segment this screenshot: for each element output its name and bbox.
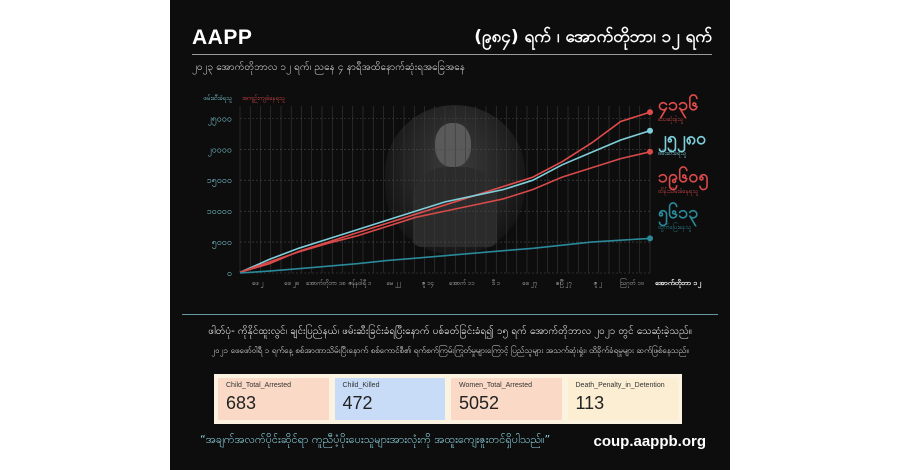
y-tick-label: ၁၀၀၀၀ <box>207 207 232 217</box>
brand-logo: AAPP <box>192 26 253 49</box>
x-tick-label: ဧပြီ ၂၇ <box>556 278 572 288</box>
series-end-marker <box>647 235 653 242</box>
x-tick-label: အောက် ၁၁ <box>449 279 475 287</box>
stat-label: Child_Killed <box>342 382 380 389</box>
y-tick-label: ၂၀၀၀၀ <box>207 145 232 156</box>
stat-women-arrested: Women_Total_Arrested 5052 <box>451 378 562 420</box>
x-tick-label: ဖေ ၂ <box>252 280 264 288</box>
series-name-label: ထွက်ပြေးနေသူ <box>658 222 691 232</box>
x-tick-label: ဩဂုတ် ၁၀ <box>620 278 645 288</box>
series-name-label: သေဆုံးခဲ့သူ <box>658 115 684 124</box>
series-final-value: ၁၉၆၀၅ <box>658 165 709 191</box>
date-heading: (၉၈၄) ရက် ၊ အောက်တိုဘာ၊ ၁၂ ရက် <box>474 27 712 47</box>
context-text: ၂၀၂၁ ဖေဖော်ဝါရီ ၁ ရက်နေ့ စစ်အာဏာသိမ်းပြီ… <box>211 346 689 355</box>
x-tick-label: ဒီ ၁ <box>492 279 500 287</box>
series-name-label: ဖမ်းဆီးခံရသူ <box>658 149 687 158</box>
stat-death-penalty: Death_Penalty_in_Detention 113 <box>567 378 678 420</box>
acknowledgement-quote: “အချက်အလက်ပိုင်းဆိုင်ရာ ကူညီပံ့ပိုးပေးသူ… <box>200 433 551 446</box>
header-divider <box>192 54 712 55</box>
stat-label: Women_Total_Arrested <box>459 382 533 389</box>
stat-value: 472 <box>342 393 373 413</box>
x-tick-label: ဇန်နဝါရီ ၁ <box>349 279 372 288</box>
x-tick-label: ဇူ ၂ <box>594 280 602 288</box>
y-tick-label: ၀ <box>227 269 232 279</box>
portrait-head <box>435 123 471 167</box>
y-right-header: အကျဉ်းကျခံနေရသူ <box>242 94 285 103</box>
stat-label: Child_Total_Arrested <box>226 382 291 389</box>
stat-value: 683 <box>226 393 257 413</box>
series-final-value: ၅၆၁၃ <box>658 201 699 227</box>
photo-caption: ဖါတ်ပုံ- ကိုနိုင်ထူးလွင်၊ ချင်းပြည်နယ်၊ … <box>208 326 692 337</box>
stats-strip: Child_Total_Arrested 683 Child_Killed 47… <box>214 374 682 424</box>
infographic-panel: AAPP (၉၈၄) ရက် ၊ အောက်တိုဘာ၊ ၁၂ ရက် ၂၀၂၃… <box>170 0 730 470</box>
series-end-marker <box>647 148 653 155</box>
x-end-label: အောက်တိုဘာ ၁၂ <box>655 279 701 289</box>
stat-value: 5052 <box>459 393 500 413</box>
x-tick-label: ဖေ ၂၇ <box>523 280 538 288</box>
website-link[interactable]: coup.aappb.org <box>593 433 707 450</box>
stat-child-arrested: Child_Total_Arrested 683 <box>218 378 329 420</box>
stat-child-killed: Child_Killed 472 <box>334 378 445 420</box>
stat-label: Death_Penalty_in_Detention <box>575 382 665 389</box>
series-final-value: ၄၁၃၆ <box>658 93 699 119</box>
y-tick-label: ၁၅၀၀၀ <box>207 176 232 187</box>
section-divider <box>182 314 718 315</box>
x-tick-label: ဖေ ၂၈ <box>285 280 300 288</box>
y-left-header: ဖမ်းဆီးခံရသူ <box>204 94 233 103</box>
status-subtitle: ၂၀၂၃ အောက်တိုဘာလ ၁၂ ရက်၊ ညနေ ၄ နာရီအထိနေ… <box>192 62 465 73</box>
x-tick-label: ဇူ ၁၄ <box>422 280 435 288</box>
series-end-marker <box>647 109 653 116</box>
series-line <box>239 151 651 274</box>
stat-value: 113 <box>575 393 605 413</box>
series-name-label: ထိန်းသိမ်းခံနေရသူ <box>658 187 698 196</box>
series-line <box>239 129 651 274</box>
y-tick-label: ၂၅၀၀၀ <box>207 114 232 125</box>
x-tick-label: မေ ၂၂ <box>387 280 402 288</box>
series-line <box>239 237 651 274</box>
y-tick-label: ၅၀၀၀ <box>212 238 232 249</box>
series-end-marker <box>647 127 653 134</box>
x-tick-label: အောက်တိုဘာ ၁၈ <box>306 279 346 288</box>
series-final-value: ၂၅၂၈၀ <box>658 128 706 153</box>
